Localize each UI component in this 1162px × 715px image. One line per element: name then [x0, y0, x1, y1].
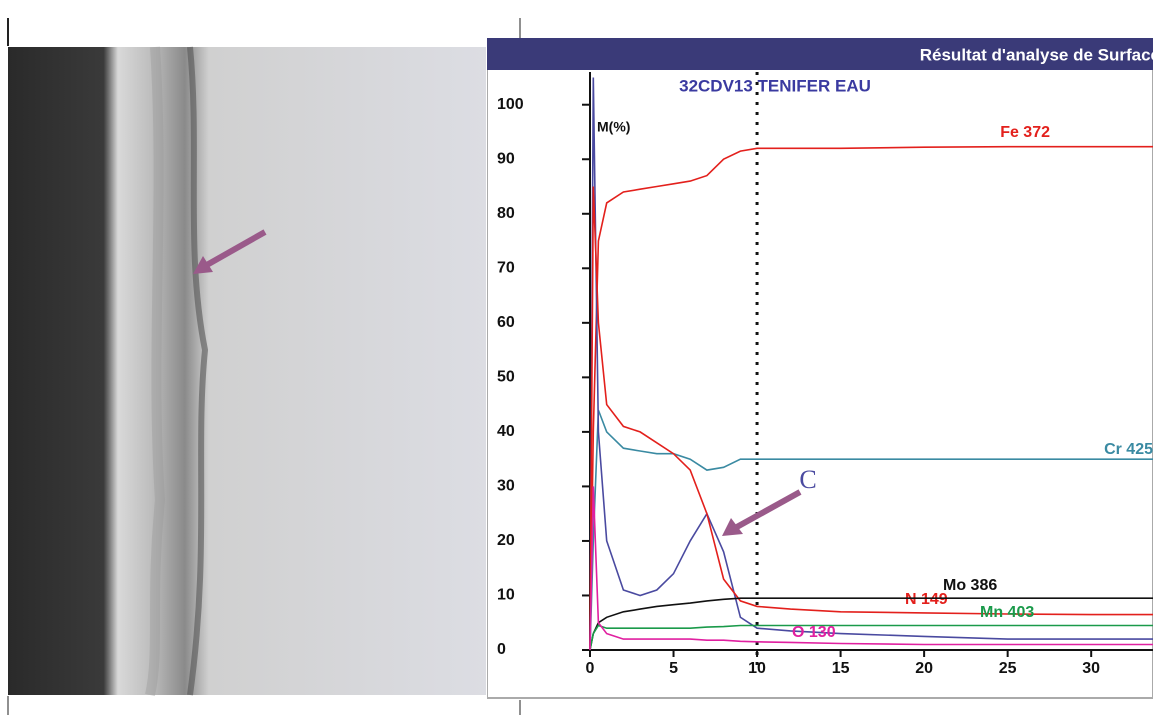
series-line: [589, 597, 1153, 651]
x-tick-label: 20: [915, 660, 933, 677]
y-tick-label: 20: [497, 532, 515, 549]
marker: [0, 212, 8, 218]
y-tick-label: 0: [497, 641, 506, 658]
micrograph: [8, 47, 486, 695]
series-line: [589, 145, 1153, 651]
y-tick-label: 60: [497, 314, 515, 331]
x-tick-label: 10: [748, 660, 766, 677]
series-label: N 149: [905, 591, 948, 608]
y-tick-label: 70: [497, 260, 515, 277]
y-axis-label: M(%): [597, 119, 630, 135]
micrograph-layer: [145, 46, 166, 697]
series-label: Mo 386: [943, 577, 997, 594]
x-tick-label: 15: [832, 660, 850, 677]
x-tick-label: 0: [586, 660, 595, 677]
y-tick-label: 90: [497, 150, 515, 167]
series-line: [589, 486, 1153, 651]
y-tick-label: 30: [497, 478, 515, 495]
x-tick-label: 30: [1082, 660, 1100, 677]
x-tick-label: 5: [669, 660, 678, 677]
series-line: [589, 409, 1153, 651]
arrow-head: [722, 518, 743, 536]
chart: Résultat d'analyse de Surface Fe 372 Cr 4…: [487, 38, 1160, 699]
y-tick-label: 40: [497, 423, 515, 440]
series-line: [589, 186, 1153, 651]
arrow: [203, 229, 267, 269]
y-tick-label: 50: [497, 369, 515, 386]
series-label: Fe 372: [1000, 124, 1050, 141]
title-bar: [487, 38, 1153, 70]
x-tick-label: 25: [999, 660, 1017, 677]
y-tick-label: 100: [497, 96, 524, 113]
y-tick-label: 10: [497, 587, 515, 604]
series-line: [589, 624, 1153, 651]
arrow-head: [193, 256, 213, 274]
chart-title: Résultat d'analyse de Surface: [920, 45, 1160, 64]
series-label: Mn 403: [980, 604, 1034, 621]
arrow: [733, 489, 802, 531]
micrograph-layer: [187, 46, 209, 696]
y-tick-label: 80: [497, 205, 515, 222]
chart-subtitle: 32CDV13 TENIFER EAU: [679, 76, 871, 95]
series-label: O 130: [792, 624, 836, 641]
series-label: C: [799, 465, 816, 494]
series-label: Cr 425: [1104, 441, 1153, 458]
